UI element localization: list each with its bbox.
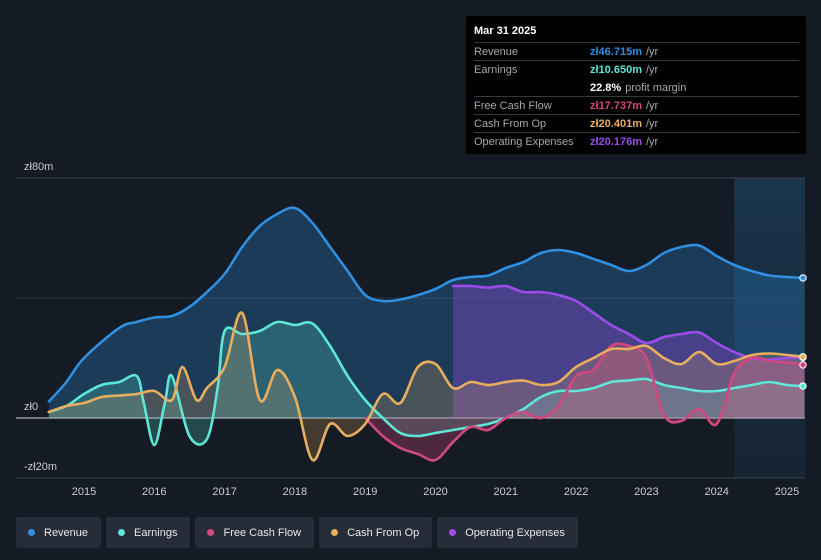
x-tick-label: 2021: [494, 486, 518, 498]
x-tick-label: 2017: [212, 486, 236, 498]
x-tick-label: 2015: [72, 486, 96, 498]
tooltip-row-unit: /yr: [645, 99, 659, 112]
x-tick-label: 2022: [564, 486, 588, 498]
line-layer: [47, 206, 806, 462]
x-tick-label: 2020: [423, 486, 447, 498]
legend-item-cash-from-op[interactable]: Cash From Op: [319, 517, 433, 548]
tooltip-row-value: zł46.715m: [590, 45, 642, 58]
tooltip-row: Earnings zł10.650m/yr: [474, 60, 799, 78]
legend-dot-icon: [118, 529, 126, 536]
legend-dot-icon: [207, 529, 215, 536]
tooltip-row: Cash From Op zł20.401m/yr: [474, 114, 799, 132]
forecast-region: [734, 178, 805, 478]
tooltip-row-value: 22.8%: [590, 81, 622, 94]
chart-tooltip: Mar 31 2025 Revenue zł46.715m/yr Earnings z…: [466, 16, 806, 154]
x-tick-label: 2016: [142, 486, 166, 498]
tooltip-row-label: Operating Expenses: [474, 135, 574, 148]
legend-item-revenue[interactable]: Revenue: [16, 517, 102, 548]
free-cash-flow-line: [363, 342, 806, 462]
cash-from-op-line: [47, 311, 806, 462]
earnings-end-marker: [799, 382, 807, 390]
revenue-end-marker: [799, 274, 807, 282]
tooltip-row: 22.8% profit margin: [474, 78, 799, 96]
tooltip-row-unit: /yr: [645, 63, 659, 76]
tooltip-row-value: zł20.176m: [590, 135, 642, 148]
tooltip-row-unit: /yr: [645, 135, 659, 148]
y-tick-label: zł80m: [24, 161, 53, 173]
free-cash-flow-area: [365, 343, 805, 461]
revenue-line: [47, 206, 806, 403]
x-tick-label: 2019: [353, 486, 377, 498]
legend-dot-icon: [449, 529, 457, 536]
legend-dot-icon: [28, 529, 35, 536]
x-tick-label: 2024: [704, 486, 728, 498]
legend-label: Revenue: [44, 526, 89, 539]
legend-item-earnings[interactable]: Earnings: [106, 517, 191, 548]
tooltip-row-value: zł17.737m: [590, 99, 642, 112]
legend-label: Cash From Op: [347, 526, 420, 539]
x-tick-label: 2025: [775, 486, 799, 498]
tooltip-row-label: Revenue: [474, 45, 519, 58]
tooltip-row-unit: /yr: [645, 117, 659, 130]
free-cash-flow-end-marker: [799, 361, 807, 369]
tick-layer: zł80m zł0 -zł20m 2015 2016 2017 2018 2019 2020 20…: [24, 161, 799, 498]
tooltip-row: Revenue zł46.715m/yr: [474, 42, 799, 60]
legend-item-operating-expenses[interactable]: Operating Expenses: [437, 517, 578, 548]
tooltip-row-unit: profit margin: [625, 81, 687, 94]
grid-layer: [16, 177, 805, 479]
y-tick-label: zł0: [24, 401, 38, 413]
tooltip-row-unit: /yr: [645, 45, 659, 58]
legend-item-free-cash-flow[interactable]: Free Cash Flow: [195, 517, 315, 548]
earnings-area: [48, 321, 805, 445]
x-tick-label: 2023: [634, 486, 658, 498]
legend-label: Earnings: [134, 526, 178, 539]
revenue-area: [48, 207, 805, 418]
tooltip-date: Mar 31 2025: [474, 25, 537, 37]
chart-legend: Revenue Earnings Free Cash Flow Cash From O…: [16, 517, 578, 548]
tooltip-row-value: zł10.650m: [590, 63, 642, 76]
legend-label: Free Cash Flow: [223, 526, 302, 539]
y-tick-label: -zł20m: [24, 461, 57, 473]
legend-dot-icon: [331, 529, 339, 536]
cash-from-op-end-marker: [799, 353, 807, 361]
tooltip-row-label: Free Cash Flow: [474, 99, 552, 112]
x-tick-label: 2018: [283, 486, 307, 498]
legend-label: Operating Expenses: [465, 526, 565, 539]
tooltip-row: Free Cash Flow zł17.737m/yr: [474, 96, 799, 114]
tooltip-row-label: Cash From Op: [474, 117, 547, 130]
earnings-line: [47, 320, 806, 447]
marker-layer: [799, 274, 807, 390]
tooltip-row: Operating Expenses zł20.176m/yr: [474, 132, 799, 150]
tooltip-rows: Revenue zł46.715m/yr Earnings zł10.650m/yr 2…: [474, 42, 799, 150]
tooltip-row-value: zł20.401m: [590, 117, 642, 130]
tooltip-row-label: Earnings: [474, 63, 518, 76]
